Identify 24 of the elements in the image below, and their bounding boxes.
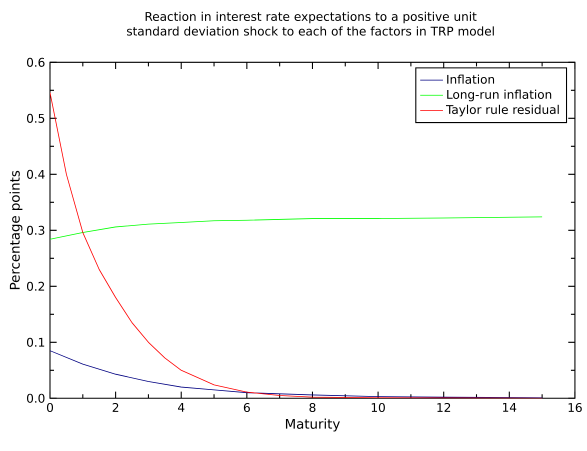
y-tick-label: 0.3	[27, 226, 44, 235]
y-axis-title: Percentage points	[9, 170, 22, 290]
y-tick-label: 0.5	[27, 114, 44, 123]
x-tick-label: 2	[112, 403, 118, 412]
x-axis-title: Maturity	[286, 418, 340, 432]
chart-title: Reaction in interest rate expectations to a positive unit standard deviation shock to each of the factors in TRP model	[127, 12, 494, 36]
x-tick-label: 10	[372, 403, 385, 412]
line-series	[50, 216, 543, 240]
x-tick-label: 6	[244, 403, 250, 412]
y-tick-label: 0.2	[27, 282, 44, 291]
x-tick-label: 4	[178, 403, 184, 412]
legend-label: Inflation	[447, 74, 494, 84]
x-tick-label: 12	[437, 403, 450, 412]
y-tick-label: 0.1	[27, 338, 44, 347]
y-tick-label: 0.0	[27, 394, 44, 403]
y-tick-label: 0.6	[27, 58, 45, 67]
legend-label: Taylor rule residual	[446, 104, 559, 116]
x-tick-label: 14	[502, 403, 516, 412]
x-tick-label: 16	[568, 403, 582, 412]
y-tick-label: 0.4	[27, 170, 45, 179]
legend-label: Long-run inflation	[447, 90, 552, 102]
line-series	[50, 350, 543, 398]
x-tick-label: 0	[46, 403, 54, 412]
x-tick-label: 8	[309, 403, 316, 412]
